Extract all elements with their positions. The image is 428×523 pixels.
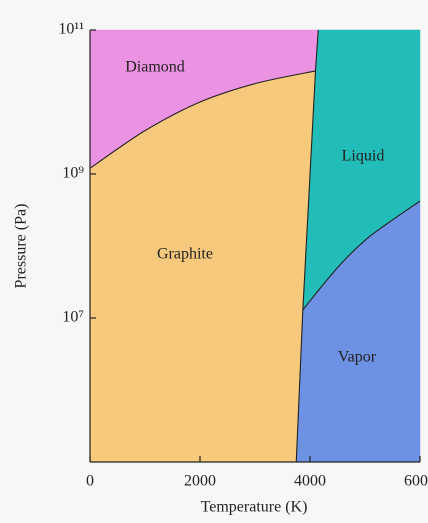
- phase-boundary: [302, 200, 421, 311]
- phase-boundary: [89, 70, 316, 169]
- y-tick-label: 10⁷: [62, 309, 84, 326]
- y-axis-label: Pressure (Pa): [13, 204, 30, 289]
- x-tick-label: 4000: [294, 473, 326, 490]
- boundaries: [89, 29, 421, 463]
- x-tick-label: 2000: [184, 473, 216, 490]
- region-label: Graphite: [157, 246, 213, 263]
- axes: 0 2000 4000 6000 10⁷ 10⁹ 10¹¹: [58, 21, 428, 490]
- region-label: Vapor: [338, 349, 377, 366]
- x-tick-label: 0: [86, 473, 94, 490]
- region-label: Diamond: [125, 59, 185, 76]
- x-axis-label: Temperature (K): [201, 499, 308, 516]
- region-label: Liquid: [342, 148, 385, 165]
- phase-boundary: [295, 29, 319, 463]
- y-tick-label: 10⁹: [62, 165, 84, 182]
- x-tick-label: 6000: [404, 473, 428, 490]
- y-tick-label: 10¹¹: [58, 21, 84, 38]
- regions: Diamond Graphite Liquid Vapor: [89, 29, 421, 463]
